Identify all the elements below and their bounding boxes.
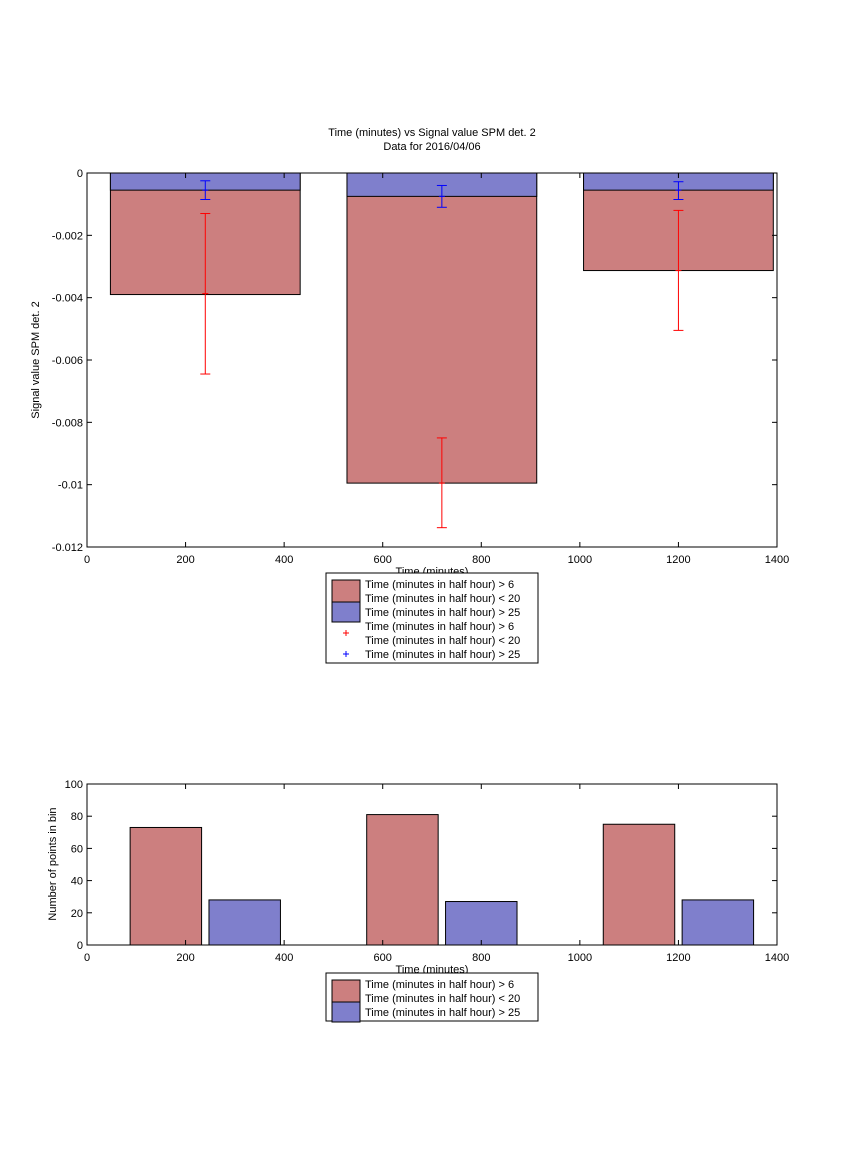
legend-swatch	[331, 579, 361, 603]
legend-label: Time (minutes in half hour) < 20	[365, 993, 520, 1005]
legend-label: Time (minutes in half hour) > 25	[365, 607, 520, 619]
x-tick-label: 800	[472, 952, 490, 964]
x-tick-label: 1400	[765, 952, 789, 964]
chart-subtitle: Data for 2016/04/06	[383, 141, 480, 153]
x-tick-label: 400	[275, 952, 293, 964]
y-axis-label: Signal value SPM det. 2	[30, 301, 42, 418]
plot-area: 0 200 400 600 800 1000 1200 1400 0 -0.002 -0.004 -0…	[52, 168, 789, 566]
y-tick-label: -0.008	[52, 417, 83, 429]
y-tick-label: -0.002	[52, 230, 83, 242]
legend-swatch	[331, 979, 361, 1003]
x-tick-label: 200	[176, 952, 194, 964]
y-axis-label: Number of points in bin	[47, 807, 59, 920]
legend-box	[325, 972, 539, 1022]
legend-swatch	[331, 601, 361, 623]
x-tick-label: 1200	[666, 554, 690, 566]
legend-swatch	[331, 1001, 361, 1023]
legend-label: Time (minutes in half hour) > 6	[365, 621, 514, 633]
bar	[602, 823, 676, 946]
x-tick-label: 1200	[666, 952, 690, 964]
x-tick-label: 800	[472, 554, 490, 566]
y-tick-label: 0	[77, 940, 83, 952]
y-tick-label: 20	[71, 908, 83, 920]
y-tick-label: -0.01	[58, 480, 83, 492]
y-tick-label: 0	[77, 168, 83, 180]
x-tick-label: 600	[374, 952, 392, 964]
y-tick-label: 40	[71, 876, 83, 888]
x-tick-label: 0	[84, 952, 90, 964]
chart-title: Time (minutes) vs Signal value SPM det. …	[328, 127, 535, 139]
count-chart: Time (minutes) Number of points in bin 0…	[47, 779, 790, 1023]
y-tick-label: -0.006	[52, 355, 83, 367]
axes-box	[86, 783, 778, 946]
legend-label: Time (minutes in half hour) > 25	[365, 649, 520, 661]
bar	[346, 172, 538, 484]
legend-label: Time (minutes in half hour) < 20	[365, 635, 520, 647]
bar	[208, 899, 281, 946]
legend: Time (minutes in half hour) > 6 Time (min…	[325, 972, 539, 1023]
legend-label: Time (minutes in half hour) > 6	[365, 579, 514, 591]
x-tick-label: 1000	[568, 554, 592, 566]
y-tick-label: 60	[71, 843, 83, 855]
x-tick-label: 0	[84, 554, 90, 566]
bar	[445, 901, 518, 946]
legend-box	[325, 572, 539, 664]
legend: Time (minutes in half hour) > 6 Time (min…	[325, 572, 539, 664]
bar	[366, 814, 439, 946]
legend-label: Time (minutes in half hour) > 25	[365, 1007, 520, 1019]
x-tick-label: 1400	[765, 554, 789, 566]
plot-area: 0 200 400 600 800 1000 1200 1400 0 20 40 60 80 100	[65, 779, 790, 964]
x-tick-label: 200	[176, 554, 194, 566]
bar	[129, 826, 203, 946]
y-tick-label: 80	[71, 811, 83, 823]
bar	[681, 899, 755, 946]
y-tick-label: -0.004	[52, 293, 83, 305]
legend-label: Time (minutes in half hour) < 20	[365, 593, 520, 605]
x-tick-label: 400	[275, 554, 293, 566]
legend-label: Time (minutes in half hour) > 6	[365, 979, 514, 991]
x-tick-label: 1000	[568, 952, 592, 964]
y-tick-label: -0.012	[52, 542, 83, 554]
y-tick-label: 100	[65, 779, 83, 791]
x-tick-label: 600	[374, 554, 392, 566]
signal-chart: Time (minutes) vs Signal value SPM det. …	[30, 127, 789, 664]
